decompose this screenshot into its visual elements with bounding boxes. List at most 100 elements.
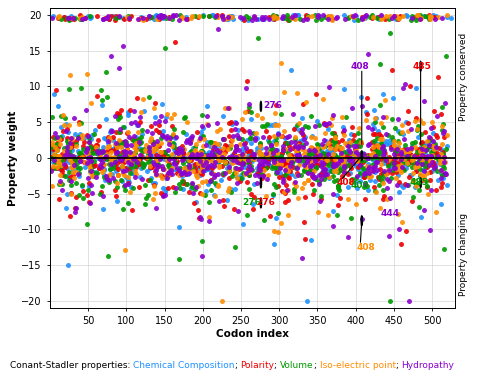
Point bbox=[259, 157, 267, 164]
Point bbox=[70, 160, 78, 166]
Point bbox=[245, 167, 253, 173]
Point bbox=[98, 182, 106, 189]
Point bbox=[208, 149, 216, 156]
Point bbox=[54, 147, 62, 153]
Point bbox=[356, 142, 364, 149]
Point bbox=[225, 143, 233, 149]
Point bbox=[155, 129, 163, 135]
Point bbox=[154, 143, 162, 149]
Point bbox=[250, 194, 258, 201]
Point bbox=[326, 154, 334, 161]
Point bbox=[196, 154, 204, 161]
Point bbox=[361, 196, 369, 203]
Point bbox=[182, 171, 190, 177]
Point bbox=[356, 171, 364, 177]
Point bbox=[392, 155, 400, 161]
Point bbox=[232, 120, 239, 126]
Point bbox=[242, 169, 250, 176]
Point bbox=[334, 139, 342, 145]
Point bbox=[108, 155, 116, 161]
Point bbox=[49, 165, 57, 171]
Point bbox=[352, 163, 360, 169]
Point bbox=[404, 298, 412, 304]
Point bbox=[406, 172, 414, 178]
Point bbox=[110, 157, 118, 164]
Point bbox=[234, 135, 242, 141]
Point bbox=[337, 152, 345, 158]
Point bbox=[210, 174, 218, 180]
Point bbox=[83, 192, 91, 198]
Point bbox=[240, 159, 248, 166]
Point bbox=[424, 159, 432, 165]
Point bbox=[172, 149, 180, 155]
Point bbox=[86, 155, 94, 161]
Point bbox=[276, 158, 284, 164]
Point bbox=[344, 137, 352, 143]
Point bbox=[412, 115, 420, 121]
Point bbox=[240, 154, 248, 160]
Point bbox=[184, 16, 192, 22]
Point bbox=[141, 147, 149, 153]
Point bbox=[192, 199, 200, 205]
Point bbox=[55, 157, 63, 163]
Point bbox=[386, 29, 394, 35]
Point bbox=[64, 159, 72, 165]
Point bbox=[78, 154, 86, 160]
Point bbox=[180, 168, 188, 174]
Point bbox=[416, 131, 424, 137]
Point bbox=[74, 134, 82, 140]
Point bbox=[80, 143, 88, 149]
Point bbox=[266, 13, 274, 20]
Point bbox=[428, 125, 436, 131]
Point bbox=[270, 181, 278, 187]
Point bbox=[106, 166, 114, 172]
Point bbox=[366, 168, 374, 174]
Point bbox=[257, 171, 265, 177]
Point bbox=[422, 13, 430, 19]
Point bbox=[397, 241, 405, 247]
Point bbox=[320, 162, 328, 168]
Point bbox=[248, 206, 256, 213]
Point bbox=[318, 161, 326, 167]
Point bbox=[378, 143, 386, 149]
Point bbox=[269, 146, 277, 152]
Text: Property changing: Property changing bbox=[459, 213, 468, 296]
Point bbox=[48, 141, 56, 147]
Point bbox=[194, 149, 202, 156]
Point bbox=[206, 154, 214, 160]
Point bbox=[56, 172, 64, 178]
Point bbox=[262, 150, 270, 156]
Point bbox=[214, 26, 222, 32]
Point bbox=[139, 96, 147, 102]
Point bbox=[246, 191, 254, 198]
Point bbox=[314, 141, 322, 147]
Point bbox=[83, 144, 91, 151]
Point bbox=[219, 155, 227, 161]
Point bbox=[436, 157, 444, 163]
Point bbox=[63, 138, 71, 144]
Point bbox=[157, 135, 165, 141]
Point bbox=[302, 298, 310, 304]
Point bbox=[277, 161, 285, 167]
Point bbox=[346, 161, 354, 167]
Point bbox=[156, 149, 164, 156]
Point bbox=[258, 115, 266, 121]
Point bbox=[426, 159, 434, 165]
Point bbox=[314, 162, 322, 168]
Point bbox=[120, 152, 128, 158]
Point bbox=[108, 137, 116, 143]
Point bbox=[349, 12, 357, 18]
Point bbox=[211, 152, 219, 159]
Point bbox=[56, 161, 64, 167]
Point bbox=[270, 159, 278, 165]
Point bbox=[259, 161, 267, 167]
Point bbox=[401, 156, 409, 162]
Point bbox=[270, 17, 278, 23]
Point bbox=[124, 199, 132, 206]
Point bbox=[110, 178, 118, 184]
Point bbox=[124, 13, 132, 19]
Point bbox=[316, 193, 324, 199]
Point bbox=[97, 156, 105, 162]
Point bbox=[176, 152, 184, 158]
Point bbox=[86, 161, 94, 167]
